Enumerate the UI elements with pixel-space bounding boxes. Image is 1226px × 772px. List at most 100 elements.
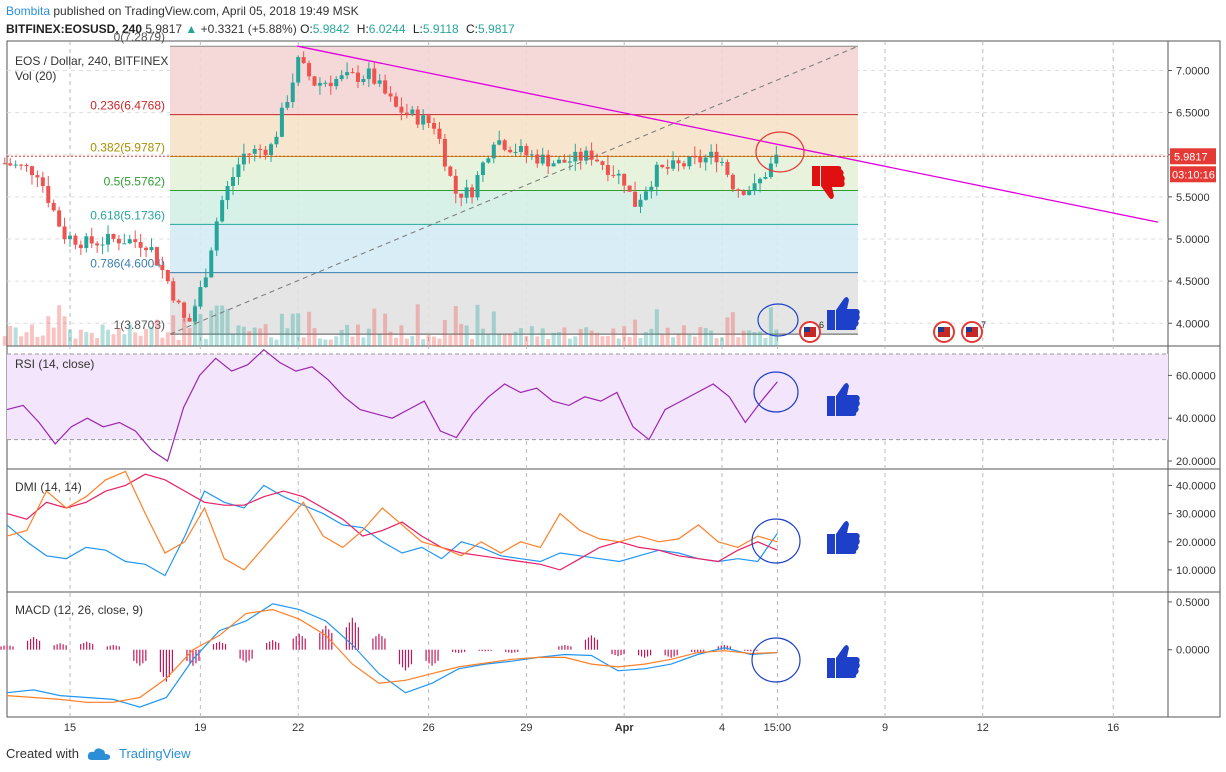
economic-event-icon: 6	[799, 320, 824, 343]
y-tick-label: 4.5000	[1176, 276, 1210, 288]
volume-bar	[231, 333, 235, 346]
volume-bar	[736, 337, 741, 346]
candle-body	[149, 247, 154, 251]
candle-body	[165, 270, 170, 282]
candle-body	[225, 185, 230, 201]
volume-bar	[2, 336, 7, 346]
candle-body	[312, 76, 317, 86]
thumb-hand	[836, 297, 860, 330]
fib-retracement[interactable]: 0(7.2879) 0.236(6.4768) 0.382(5.9787) 0.5(5…	[90, 30, 858, 335]
macd-title: MACD (12, 26, close, 9)	[15, 603, 143, 617]
volume-bar	[578, 328, 583, 346]
volume-bar	[247, 331, 252, 346]
close-label: C:	[466, 22, 479, 36]
candle-body	[247, 153, 252, 155]
volume-bar	[600, 336, 605, 346]
candle-body	[372, 68, 377, 84]
volume-bar	[144, 328, 149, 346]
candle-body	[725, 161, 730, 175]
volume-bar	[198, 314, 203, 346]
candle-body	[269, 144, 274, 155]
volume-bar	[345, 324, 350, 346]
candle-body	[654, 164, 659, 187]
price-change: +0.3321 (+5.88%)	[200, 22, 297, 36]
volume-bar	[508, 333, 513, 346]
last-price: 5.9817	[145, 22, 183, 36]
candle-body	[252, 149, 257, 154]
candle-body	[339, 75, 344, 80]
candle-body	[502, 140, 507, 150]
volume-bar	[622, 326, 627, 346]
y-tick-label: 0.0000	[1176, 645, 1210, 657]
candle-body	[410, 109, 415, 114]
volume-bar	[752, 331, 757, 346]
candle-body	[2, 163, 7, 165]
low-value: 5.9118	[422, 22, 459, 36]
candle-body	[730, 174, 735, 190]
volume-bar	[350, 336, 355, 346]
volume-bar	[589, 330, 594, 346]
annotations[interactable]: 5.9817 03:10:16 6 7	[7, 45, 1216, 683]
volume-bar	[687, 334, 692, 346]
volume-bar	[138, 335, 143, 346]
volume-bars	[2, 304, 779, 346]
event-count: 7	[981, 320, 986, 330]
candle-body	[681, 163, 686, 167]
symbol-name: BITFINEX:EOSUSD, 240	[6, 22, 143, 36]
candle-body	[350, 72, 355, 74]
candle-body	[747, 191, 752, 195]
volume-bar	[312, 328, 317, 346]
volume-bar	[225, 309, 230, 346]
candle-body	[643, 191, 648, 200]
signal-line	[6, 608, 778, 703]
candle-body	[486, 158, 491, 163]
thumb-hand	[836, 521, 860, 554]
volume-bar	[426, 335, 431, 346]
candle-body	[138, 242, 143, 248]
volume-bar	[252, 327, 257, 346]
fib-level-label: 0.382(5.9787)	[90, 141, 165, 155]
volume-label: Vol (20)	[15, 69, 56, 83]
candle-body	[13, 164, 18, 166]
candle-body	[84, 236, 89, 249]
volume-bar	[513, 331, 518, 346]
candle-body	[231, 177, 235, 186]
volume-bar	[535, 336, 540, 346]
thumb-hand	[821, 166, 845, 199]
candle-body	[116, 238, 121, 244]
volume-bar	[285, 328, 290, 346]
volume-bar	[68, 329, 72, 346]
annotation-circle	[753, 371, 799, 413]
candle-body	[453, 175, 458, 194]
candle-body	[279, 107, 284, 137]
volume-bar	[24, 332, 29, 346]
author-name[interactable]: Bombita	[6, 4, 51, 18]
fib-zone	[170, 46, 858, 115]
volume-bar	[323, 339, 328, 346]
candle-body	[274, 136, 279, 145]
candle-body	[448, 166, 453, 176]
volume-bar	[165, 332, 170, 346]
candle-body	[524, 146, 529, 156]
fib-level-label: 0(7.2879)	[114, 30, 165, 44]
rsi-pane: 60.0000 40.0000 20.0000	[6, 348, 1216, 468]
candle-body	[328, 82, 333, 87]
tradingview-link[interactable]: TradingView	[118, 746, 191, 761]
y-tick-label: 20.0000	[1176, 456, 1216, 468]
volume-bar	[122, 334, 127, 346]
candle-body	[133, 239, 138, 243]
volume-bar	[95, 337, 100, 346]
fib-diagonal	[169, 45, 859, 335]
volume-bar	[317, 338, 322, 346]
x-tick-label: 22	[292, 722, 304, 734]
candle-body	[192, 306, 197, 322]
volume-bar	[116, 328, 121, 346]
flag-canton	[804, 327, 810, 332]
volume-bar	[720, 337, 724, 346]
candle-body	[464, 187, 469, 198]
volume-bar	[486, 334, 491, 346]
candle-body	[595, 159, 600, 162]
y-tick-label: 0.5000	[1176, 597, 1210, 609]
volume-bar	[383, 313, 388, 346]
